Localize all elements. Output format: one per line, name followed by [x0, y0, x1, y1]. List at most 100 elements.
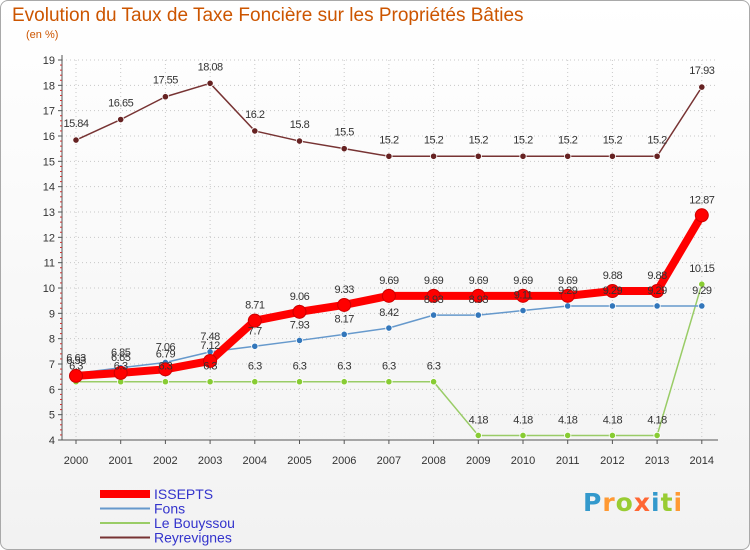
data-label: 9.29: [603, 285, 623, 297]
data-point: [340, 145, 348, 153]
data-point: [564, 431, 572, 440]
data-point: [161, 378, 169, 386]
data-point: [381, 288, 396, 303]
data-label: 9.88: [647, 270, 667, 282]
proxiti-logo: Proxiti: [583, 488, 683, 517]
data-label: 9.06: [290, 291, 310, 303]
data-label: 7.93: [290, 319, 310, 331]
data-point: [251, 378, 259, 386]
y-tick-label: 18: [43, 80, 55, 92]
data-point: [340, 330, 348, 338]
data-label: 4.18: [558, 414, 578, 426]
y-tick-label: 11: [44, 258, 55, 270]
data-label: 16.65: [108, 98, 133, 110]
data-point: [560, 288, 575, 303]
data-label: 9.69: [424, 275, 444, 287]
data-point: [206, 378, 214, 386]
data-point: [117, 115, 125, 124]
chart-subtitle: (en %): [26, 29, 59, 41]
data-label: 7.48: [200, 331, 220, 343]
x-tick-label: 2006: [332, 455, 356, 467]
data-point: [429, 378, 438, 386]
data-label: 10.15: [689, 263, 714, 275]
data-point: [564, 152, 572, 160]
data-point: [72, 136, 80, 144]
chart-title: Evolution du Taux de Taxe Foncière sur l…: [12, 5, 524, 26]
data-point: [292, 304, 307, 319]
y-tick-label: 5: [49, 410, 55, 422]
y-tick-label: 9: [49, 308, 55, 320]
data-point: [653, 431, 661, 440]
data-label: 6.3: [427, 361, 441, 373]
y-tick-label: 4: [49, 435, 55, 447]
y-tick-label: 12: [43, 232, 55, 244]
x-tick-label: 2000: [64, 455, 88, 467]
data-point: [564, 302, 572, 310]
data-label: 6.3: [293, 361, 307, 373]
data-point: [605, 284, 620, 299]
data-label: 8.42: [379, 307, 399, 319]
data-label: 9.69: [558, 275, 578, 287]
data-label: 6.79: [156, 348, 176, 360]
data-label: 18.08: [198, 61, 223, 73]
data-point: [429, 311, 438, 319]
data-label: 9.29: [558, 285, 578, 297]
data-label: 6.53: [66, 355, 86, 367]
logo-letter: i: [651, 488, 661, 517]
data-point: [653, 152, 661, 160]
data-point: [608, 431, 617, 440]
y-tick-label: 7: [49, 359, 55, 371]
data-label: 7.12: [200, 340, 220, 352]
logo-letter: t: [660, 488, 674, 517]
data-label: 16.2: [245, 109, 265, 121]
data-label: 15.8: [290, 119, 310, 131]
data-label: 8.93: [469, 294, 489, 306]
x-tick-label: 2014: [690, 455, 714, 467]
y-tick-label: 6: [49, 384, 55, 396]
data-label: 6.85: [111, 347, 131, 359]
data-point: [158, 362, 173, 377]
x-tick-label: 2004: [243, 455, 267, 467]
x-tick-label: 2010: [511, 455, 535, 467]
y-tick-label: 10: [43, 283, 55, 295]
x-tick-label: 2008: [421, 455, 445, 467]
data-point: [251, 342, 259, 350]
data-point: [251, 127, 259, 135]
x-tick-label: 2013: [645, 455, 669, 467]
legend-label: Le Bouyssou: [154, 515, 235, 531]
data-point: [519, 431, 527, 440]
data-label: 9.29: [692, 285, 712, 297]
data-label: 15.2: [647, 134, 667, 146]
data-point: [698, 83, 706, 91]
y-tick-label: 15: [43, 156, 55, 168]
x-tick-label: 2001: [108, 455, 132, 467]
data-label: 6.3: [114, 361, 128, 373]
data-point: [340, 378, 348, 386]
data-point: [516, 288, 530, 303]
y-tick-label: 8: [49, 334, 55, 346]
data-label: 9.69: [513, 275, 533, 287]
y-tick-label: 13: [43, 207, 55, 219]
legend-label: Fons: [154, 501, 185, 517]
data-point: [69, 368, 83, 383]
data-label: 6.3: [382, 361, 396, 373]
logo-letter: P: [583, 488, 603, 517]
data-label: 8.93: [424, 294, 444, 306]
data-label: 15.2: [603, 134, 623, 146]
data-point: [385, 324, 393, 332]
data-label: 12.87: [689, 194, 714, 206]
y-tick-label: 16: [43, 131, 55, 143]
data-label: 7.7: [248, 325, 262, 337]
logo-letter: r: [602, 488, 616, 517]
data-point: [519, 152, 527, 160]
x-tick-label: 2005: [287, 455, 311, 467]
data-label: 15.2: [424, 134, 444, 146]
data-point: [247, 313, 262, 328]
data-point: [161, 93, 169, 101]
data-label: 15.2: [469, 134, 489, 146]
data-label: 4.18: [469, 414, 489, 426]
x-tick-label: 2011: [556, 455, 580, 467]
data-label: 9.33: [334, 284, 354, 296]
